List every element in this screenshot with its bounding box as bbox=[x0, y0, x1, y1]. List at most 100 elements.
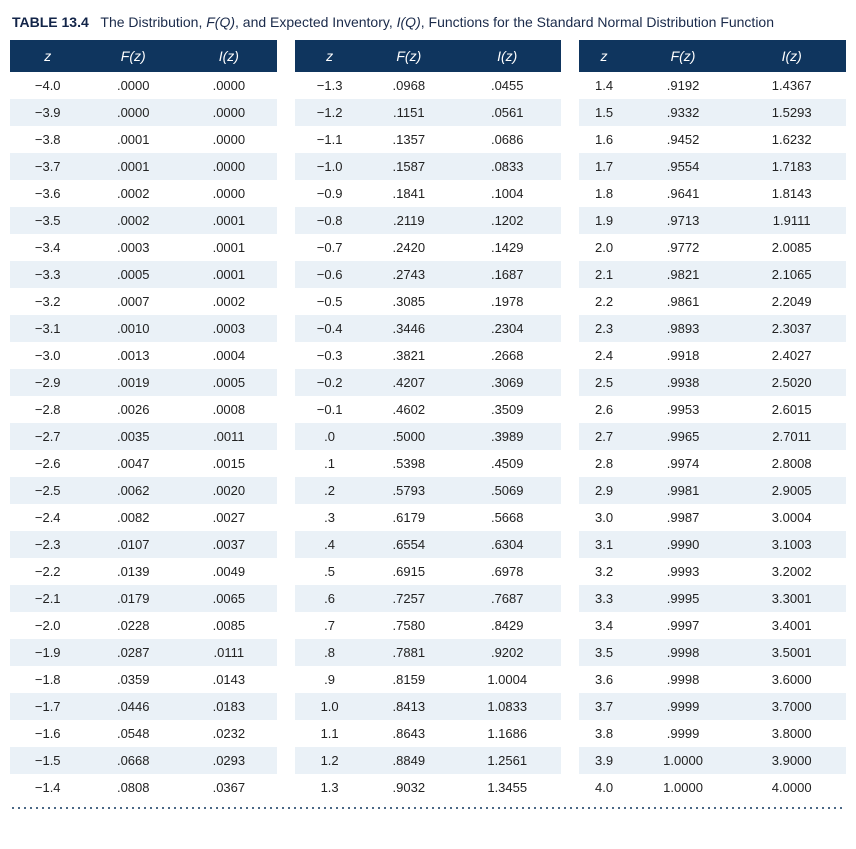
table-row: −1.8.0359.0143 bbox=[10, 666, 277, 693]
table-cell: 1.0000 bbox=[629, 774, 738, 801]
table-row: −3.8.0001.0000 bbox=[10, 126, 277, 153]
table-cell: 1.5293 bbox=[737, 99, 846, 126]
table-row: −1.7.0446.0183 bbox=[10, 693, 277, 720]
table-row: 3.2.99933.2002 bbox=[579, 558, 846, 585]
col-header-Iz: I(z) bbox=[181, 40, 277, 72]
table-cell: .9641 bbox=[629, 180, 738, 207]
table-label: TABLE 13.4 bbox=[12, 14, 89, 30]
table-cell: 3.3 bbox=[579, 585, 628, 612]
table-cell: .1004 bbox=[453, 180, 561, 207]
table-row: −1.4.0808.0367 bbox=[10, 774, 277, 801]
table-cell: .3989 bbox=[453, 423, 561, 450]
table-cell: 2.9005 bbox=[737, 477, 846, 504]
table-cell: .0047 bbox=[85, 450, 181, 477]
table-cell: 1.7183 bbox=[737, 153, 846, 180]
table-cell: .0107 bbox=[85, 531, 181, 558]
table-cell: .1841 bbox=[365, 180, 454, 207]
table-cell: 1.6232 bbox=[737, 126, 846, 153]
col-header-Fz: F(z) bbox=[365, 40, 454, 72]
table-cell: −4.0 bbox=[10, 72, 85, 99]
table-cell: 1.7 bbox=[579, 153, 628, 180]
table-cell: .9953 bbox=[629, 396, 738, 423]
table-cell: .0139 bbox=[85, 558, 181, 585]
table-row: 2.2.98612.2049 bbox=[579, 288, 846, 315]
table-cell: .8 bbox=[295, 639, 365, 666]
col-header-Fz: F(z) bbox=[629, 40, 738, 72]
table-cell: −3.5 bbox=[10, 207, 85, 234]
table-cell: 2.1065 bbox=[737, 261, 846, 288]
table-row: −0.6.2743.1687 bbox=[295, 261, 562, 288]
dotted-rule bbox=[10, 805, 846, 811]
table-cell: .2743 bbox=[365, 261, 454, 288]
table-cell: .0367 bbox=[181, 774, 277, 801]
table-cell: .0002 bbox=[85, 207, 181, 234]
table-row: .7.7580.8429 bbox=[295, 612, 562, 639]
table-cell: .0005 bbox=[181, 369, 277, 396]
table-cell: −0.8 bbox=[295, 207, 365, 234]
table-cell: .0013 bbox=[85, 342, 181, 369]
table-cell: .0004 bbox=[181, 342, 277, 369]
table-cell: .9974 bbox=[629, 450, 738, 477]
table-cell: 1.0000 bbox=[629, 747, 738, 774]
table-cell: 1.9111 bbox=[737, 207, 846, 234]
table-cell: .9554 bbox=[629, 153, 738, 180]
table-row: −0.2.4207.3069 bbox=[295, 369, 562, 396]
table-cell: 2.8008 bbox=[737, 450, 846, 477]
table-cell: .0000 bbox=[85, 72, 181, 99]
table-cell: .2668 bbox=[453, 342, 561, 369]
table-cell: −2.5 bbox=[10, 477, 85, 504]
table-cell: .8159 bbox=[365, 666, 454, 693]
table-cell: .0000 bbox=[181, 180, 277, 207]
table-cell: .0062 bbox=[85, 477, 181, 504]
col-header-z: z bbox=[579, 40, 628, 72]
table-row: 3.1.99903.1003 bbox=[579, 531, 846, 558]
table-cell: .0005 bbox=[85, 261, 181, 288]
table-cell: 2.4 bbox=[579, 342, 628, 369]
table-row: .4.6554.6304 bbox=[295, 531, 562, 558]
table-cell: .0015 bbox=[181, 450, 277, 477]
table-cell: .1978 bbox=[453, 288, 561, 315]
table-cell: −3.2 bbox=[10, 288, 85, 315]
table-row: −2.7.0035.0011 bbox=[10, 423, 277, 450]
table-cell: −0.3 bbox=[295, 342, 365, 369]
table-cell: 3.5001 bbox=[737, 639, 846, 666]
table-row: 2.6.99532.6015 bbox=[579, 396, 846, 423]
table-cell: 3.6000 bbox=[737, 666, 846, 693]
table-row: .0.5000.3989 bbox=[295, 423, 562, 450]
table-cell: .3821 bbox=[365, 342, 454, 369]
table-row: 4.01.00004.0000 bbox=[579, 774, 846, 801]
table-cell: 1.1686 bbox=[453, 720, 561, 747]
table-cell: 1.1 bbox=[295, 720, 365, 747]
table-cell: .0287 bbox=[85, 639, 181, 666]
table-cell: 2.9 bbox=[579, 477, 628, 504]
table-row: 3.4.99973.4001 bbox=[579, 612, 846, 639]
table-row: −0.9.1841.1004 bbox=[295, 180, 562, 207]
table-cell: 3.9 bbox=[579, 747, 628, 774]
table-cell: .9202 bbox=[453, 639, 561, 666]
table-cell: .0020 bbox=[181, 477, 277, 504]
table-cell: −3.4 bbox=[10, 234, 85, 261]
table-cell: .5793 bbox=[365, 477, 454, 504]
table-cell: −3.7 bbox=[10, 153, 85, 180]
table-cell: .5069 bbox=[453, 477, 561, 504]
table-cell: .1357 bbox=[365, 126, 454, 153]
table-cell: .0002 bbox=[85, 180, 181, 207]
table-cell: .6915 bbox=[365, 558, 454, 585]
table-row: 3.8.99993.8000 bbox=[579, 720, 846, 747]
table-cell: 3.0 bbox=[579, 504, 628, 531]
table-cell: 4.0000 bbox=[737, 774, 846, 801]
table-cell: .9821 bbox=[629, 261, 738, 288]
table-cell: .2420 bbox=[365, 234, 454, 261]
table-cell: −2.4 bbox=[10, 504, 85, 531]
table-row: −1.6.0548.0232 bbox=[10, 720, 277, 747]
table-cell: .0359 bbox=[85, 666, 181, 693]
table-cell: .5 bbox=[295, 558, 365, 585]
table-cell: .3446 bbox=[365, 315, 454, 342]
table-cell: −0.9 bbox=[295, 180, 365, 207]
table-row: −1.2.1151.0561 bbox=[295, 99, 562, 126]
table-row: −0.3.3821.2668 bbox=[295, 342, 562, 369]
table-row: 2.9.99812.9005 bbox=[579, 477, 846, 504]
table-row: 1.5.93321.5293 bbox=[579, 99, 846, 126]
table-row: 2.5.99382.5020 bbox=[579, 369, 846, 396]
col-header-Iz: I(z) bbox=[453, 40, 561, 72]
